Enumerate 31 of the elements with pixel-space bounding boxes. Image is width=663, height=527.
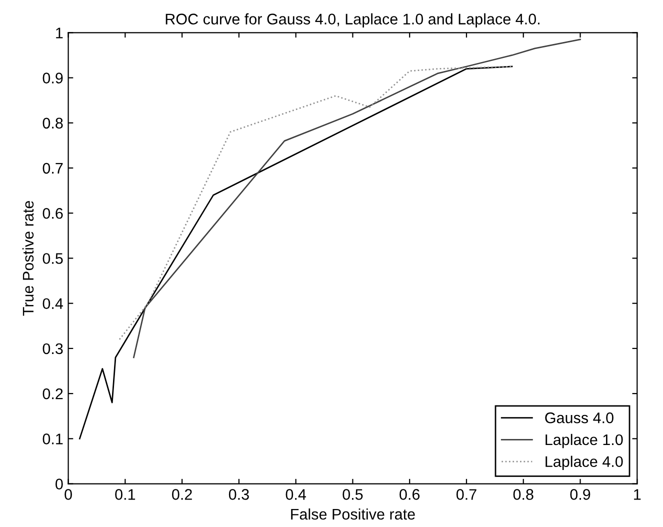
line-series — [133, 38, 581, 358]
y-tick-label: 0.2 — [42, 388, 63, 400]
line-series — [78, 66, 513, 440]
x-axis-title: False Positive rate — [291, 508, 415, 520]
x-tick-label: 0.9 — [570, 489, 590, 500]
y-tick-label: 0.5 — [42, 253, 63, 264]
x-tick-label: 0.5 — [342, 489, 363, 500]
y-tick-label: 0.1 — [42, 434, 63, 444]
y-axis-title: True Postive rate — [22, 201, 34, 316]
y-tick-label: 0.9 — [42, 72, 63, 84]
x-tick-label: 0.2 — [172, 489, 192, 500]
x-tick-label: 0.6 — [400, 489, 420, 500]
y-tick-label: 0.6 — [42, 208, 63, 219]
legend-label: Laplace 1.0 — [546, 434, 623, 448]
x-tick-label: 0.1 — [115, 489, 136, 500]
y-tick-label: 0.4 — [42, 298, 63, 310]
x-tick-label: 0.4 — [286, 489, 306, 500]
x-tick-label: 0.8 — [513, 489, 534, 500]
line-series — [118, 66, 513, 340]
x-tick-label: 0.7 — [456, 489, 476, 500]
legend-label: Laplace 4.0 — [546, 456, 623, 470]
y-tick-label: 1 — [56, 28, 63, 38]
legend-label: Gauss 4.0 — [545, 412, 614, 424]
x-tick-label: 0.3 — [228, 489, 249, 500]
y-tick-label: 0.7 — [42, 162, 63, 174]
chart-title: ROC curve for Gauss 4.0, Laplace 1.0 and Laplace 4.0. — [166, 13, 540, 28]
x-tick-label: 0 — [64, 489, 72, 500]
y-tick-label: 0.8 — [42, 118, 63, 129]
y-tick-label: 0 — [56, 478, 63, 490]
y-tick-label: 0.3 — [42, 343, 63, 354]
x-tick-label: 1 — [634, 489, 641, 500]
